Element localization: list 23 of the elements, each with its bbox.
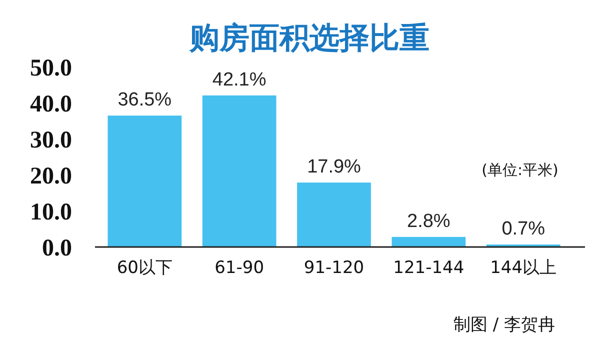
- y-tick-label: 30.0: [30, 127, 72, 154]
- bar: [297, 182, 371, 247]
- x-tick-label: 91-120: [304, 258, 364, 278]
- chart-title: 购房面积选择比重: [188, 21, 430, 56]
- text: 制图 / 李贺冉: [453, 315, 555, 335]
- y-tick-label: 10.0: [30, 199, 72, 226]
- data-label: 42.1%: [212, 69, 266, 90]
- y-tick-label: 40.0: [30, 91, 72, 118]
- bar: [202, 95, 276, 247]
- data-label: 36.5%: [118, 90, 172, 111]
- data-label: 0.7%: [502, 218, 546, 240]
- data-label: 17.9%: [307, 156, 362, 178]
- x-tick-label: 121-144: [393, 258, 464, 278]
- bar: [392, 236, 466, 247]
- data-label: 2.8%: [407, 210, 450, 232]
- y-tick-label: 20.0: [30, 163, 72, 190]
- x-tick-label: 60以下: [116, 258, 172, 278]
- x-tick-label: 61-90: [214, 258, 264, 278]
- x-tick-label: 144以上: [490, 258, 557, 278]
- bar: [108, 116, 182, 247]
- y-tick-label: 0.0: [42, 235, 72, 262]
- y-tick-label: 50.0: [30, 55, 72, 82]
- annotation: (单位:平米): [482, 161, 558, 179]
